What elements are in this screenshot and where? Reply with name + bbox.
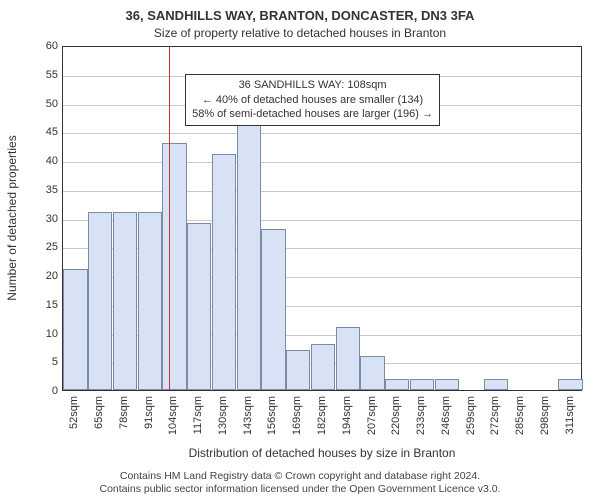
ytick-label: 45: [28, 126, 58, 138]
y-axis-title: Number of detached properties: [5, 135, 19, 300]
histogram-bar: [187, 223, 211, 390]
xtick-label: 130sqm: [217, 396, 229, 435]
footer-attribution: Contains HM Land Registry data © Crown c…: [0, 470, 600, 496]
histogram-bar: [88, 212, 112, 390]
histogram-bar: [212, 154, 236, 390]
ytick-label: 50: [28, 98, 58, 110]
histogram-bar: [138, 212, 162, 390]
plot-area: 36 SANDHILLS WAY: 108sqm← 40% of detache…: [62, 46, 582, 391]
histogram-bar: [360, 356, 384, 391]
histogram-bar: [162, 143, 186, 390]
chart-title: 36, SANDHILLS WAY, BRANTON, DONCASTER, D…: [0, 8, 600, 23]
ytick-label: 15: [28, 299, 58, 311]
xtick-label: 143sqm: [242, 396, 254, 435]
xtick-label: 78sqm: [118, 396, 130, 429]
histogram-bar: [385, 379, 409, 391]
xtick-label: 169sqm: [291, 396, 303, 435]
xtick-label: 233sqm: [415, 396, 427, 435]
xtick-label: 311sqm: [564, 396, 576, 434]
histogram-bar: [113, 212, 137, 390]
histogram-bar: [63, 269, 87, 390]
ytick-label: 5: [28, 356, 58, 368]
chart-subtitle: Size of property relative to detached ho…: [0, 26, 600, 40]
ytick-label: 20: [28, 270, 58, 282]
xtick-label: 194sqm: [341, 396, 353, 435]
histogram-bar: [558, 379, 582, 391]
ytick-label: 60: [28, 40, 58, 52]
annotation-line: 58% of semi-detached houses are larger (…: [192, 107, 433, 122]
histogram-bar: [435, 379, 459, 391]
xtick-label: 104sqm: [167, 396, 179, 435]
ytick-label: 25: [28, 241, 58, 253]
xtick-label: 52sqm: [68, 396, 80, 429]
xtick-label: 207sqm: [366, 396, 378, 435]
marker-line: [169, 47, 170, 390]
xtick-label: 259sqm: [465, 396, 477, 435]
xtick-label: 285sqm: [514, 396, 526, 435]
histogram-bar: [237, 120, 261, 390]
histogram-bar: [410, 379, 434, 391]
histogram-bar: [484, 379, 508, 391]
property-size-histogram: 36, SANDHILLS WAY, BRANTON, DONCASTER, D…: [0, 0, 600, 500]
xtick-label: 156sqm: [266, 396, 278, 435]
annotation-line: ← 40% of detached houses are smaller (13…: [192, 93, 433, 108]
xtick-label: 298sqm: [539, 396, 551, 435]
ytick-label: 35: [28, 184, 58, 196]
annotation-box: 36 SANDHILLS WAY: 108sqm← 40% of detache…: [185, 74, 440, 127]
xtick-label: 91sqm: [143, 396, 155, 429]
ytick-label: 40: [28, 155, 58, 167]
histogram-bar: [286, 350, 310, 390]
xtick-label: 117sqm: [192, 396, 204, 434]
footer-line-2: Contains public sector information licen…: [0, 483, 600, 496]
annotation-line: 36 SANDHILLS WAY: 108sqm: [192, 78, 433, 93]
histogram-bar: [311, 344, 335, 390]
xtick-label: 272sqm: [489, 396, 501, 435]
footer-line-1: Contains HM Land Registry data © Crown c…: [0, 470, 600, 483]
xtick-label: 220sqm: [390, 396, 402, 435]
histogram-bar: [336, 327, 360, 390]
histogram-bar: [261, 229, 285, 390]
ytick-label: 0: [28, 385, 58, 397]
xtick-label: 182sqm: [316, 396, 328, 435]
x-axis-title: Distribution of detached houses by size …: [62, 446, 582, 460]
ytick-label: 55: [28, 69, 58, 81]
ytick-label: 10: [28, 328, 58, 340]
xtick-label: 246sqm: [440, 396, 452, 435]
xtick-label: 65sqm: [93, 396, 105, 429]
ytick-label: 30: [28, 213, 58, 225]
